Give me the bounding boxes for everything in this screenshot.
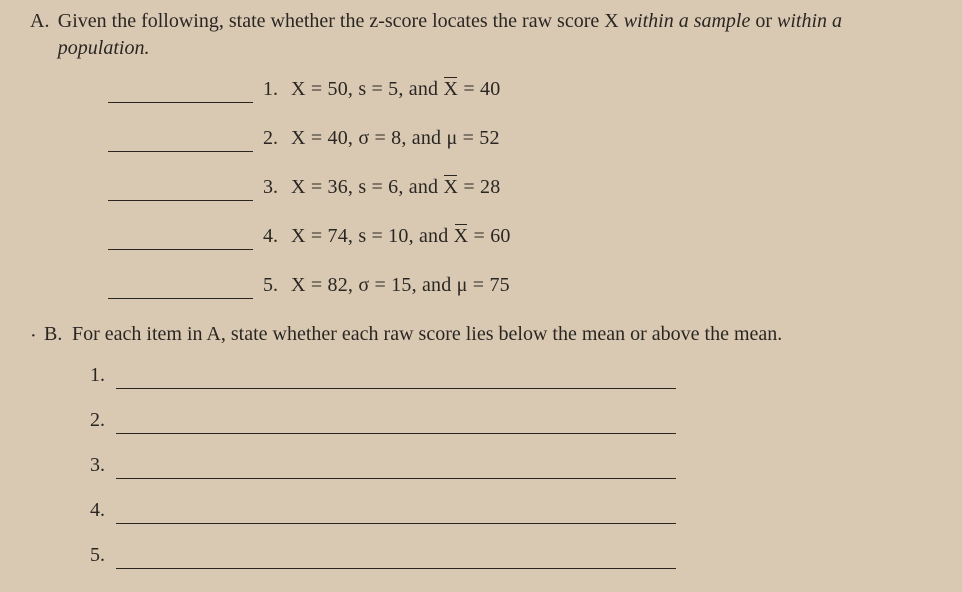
item-b-1: 1. bbox=[90, 362, 932, 389]
item-b-2: 2. bbox=[90, 407, 932, 434]
answer-blank[interactable] bbox=[108, 231, 253, 250]
x-bar: X bbox=[454, 223, 469, 250]
item-expression: X = 82, σ = 15, and μ = 75 bbox=[291, 272, 510, 299]
item-expression: X = 40, σ = 8, and μ = 52 bbox=[291, 125, 500, 152]
item-expression: X = 50, s = 5, and X = 40 bbox=[291, 76, 500, 103]
item-a-1: 1. X = 50, s = 5, and X = 40 bbox=[108, 76, 932, 103]
x-bar: X bbox=[443, 76, 458, 103]
answer-blank[interactable] bbox=[116, 370, 676, 389]
expr-post: = 28 bbox=[458, 176, 500, 198]
section-a-list: 1. X = 50, s = 5, and X = 40 2. X = 40, … bbox=[108, 76, 932, 299]
prompt-it1: within a sample bbox=[624, 10, 751, 32]
section-b-list: 1. 2. 3. 4. 5. bbox=[90, 362, 932, 569]
answer-blank[interactable] bbox=[116, 415, 676, 434]
item-number: 1. bbox=[90, 362, 116, 389]
expr-pre: X = 36, s = 6, and bbox=[291, 176, 443, 198]
expr-post: = 60 bbox=[468, 225, 510, 247]
section-a-prompt: Given the following, state whether the z… bbox=[58, 8, 932, 62]
item-expression: X = 74, s = 10, and X = 60 bbox=[291, 223, 511, 250]
expr-pre: X = 74, s = 10, and bbox=[291, 225, 454, 247]
expr-pre: X = 50, s = 5, and bbox=[291, 78, 443, 100]
section-a-header: A. Given the following, state whether th… bbox=[30, 8, 932, 62]
expr-pre: X = 40, σ = 8, and μ = 52 bbox=[291, 127, 500, 149]
item-number: 5. bbox=[263, 272, 291, 299]
answer-blank[interactable] bbox=[108, 84, 253, 103]
section-b-label: B. bbox=[44, 321, 72, 348]
answer-blank[interactable] bbox=[116, 505, 676, 524]
item-number: 4. bbox=[263, 223, 291, 250]
item-number: 5. bbox=[90, 542, 116, 569]
item-b-3: 3. bbox=[90, 452, 932, 479]
expr-post: = 40 bbox=[458, 78, 500, 100]
prompt-pre: Given the following, state whether the z… bbox=[58, 10, 624, 32]
x-bar: X bbox=[443, 174, 458, 201]
answer-blank[interactable] bbox=[116, 550, 676, 569]
worksheet-page: A. Given the following, state whether th… bbox=[0, 0, 962, 592]
item-b-5: 5. bbox=[90, 542, 932, 569]
item-number: 1. bbox=[263, 76, 291, 103]
item-a-4: 4. X = 74, s = 10, and X = 60 bbox=[108, 223, 932, 250]
item-number: 2. bbox=[90, 407, 116, 434]
prompt-mid: or bbox=[750, 10, 777, 32]
answer-blank[interactable] bbox=[116, 460, 676, 479]
answer-blank[interactable] bbox=[108, 280, 253, 299]
item-number: 3. bbox=[263, 174, 291, 201]
section-b-header: · B. For each item in A, state whether e… bbox=[30, 321, 932, 350]
bullet-dot: · bbox=[30, 323, 44, 350]
item-expression: X = 36, s = 6, and X = 28 bbox=[291, 174, 500, 201]
item-b-4: 4. bbox=[90, 497, 932, 524]
item-number: 2. bbox=[263, 125, 291, 152]
expr-pre: X = 82, σ = 15, and μ = 75 bbox=[291, 274, 510, 296]
answer-blank[interactable] bbox=[108, 133, 253, 152]
answer-blank[interactable] bbox=[108, 182, 253, 201]
item-number: 3. bbox=[90, 452, 116, 479]
section-a-label: A. bbox=[30, 8, 58, 35]
item-number: 4. bbox=[90, 497, 116, 524]
item-a-2: 2. X = 40, σ = 8, and μ = 52 bbox=[108, 125, 932, 152]
item-a-5: 5. X = 82, σ = 15, and μ = 75 bbox=[108, 272, 932, 299]
item-a-3: 3. X = 36, s = 6, and X = 28 bbox=[108, 174, 932, 201]
section-b-prompt: For each item in A, state whether each r… bbox=[72, 321, 782, 348]
